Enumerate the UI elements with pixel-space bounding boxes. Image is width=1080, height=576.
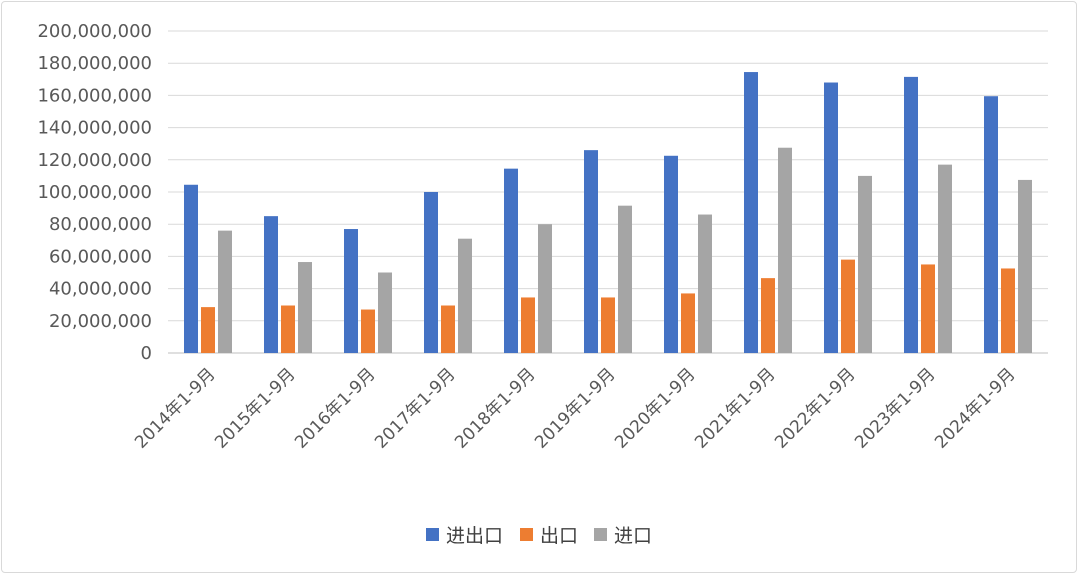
x-tick-label: 2019年1-9月 [531, 364, 619, 452]
y-tick-label: 160,000,000 [37, 85, 152, 106]
x-tick-label: 2018年1-9月 [451, 364, 539, 452]
bar-import [698, 214, 712, 353]
bar-import [298, 262, 312, 353]
x-tick-label: 2020年1-9月 [611, 364, 699, 452]
bar-total [264, 216, 278, 353]
bar-import [938, 164, 952, 353]
x-tick-label: 2023年1-9月 [851, 364, 939, 452]
bar-import [778, 147, 792, 353]
y-tick-label: 200,000,000 [37, 21, 152, 42]
x-tick-label: 2016年1-9月 [291, 364, 379, 452]
bar-import [458, 238, 472, 353]
bar-total [184, 184, 198, 353]
bar-export [361, 309, 375, 353]
bar-import [858, 175, 872, 353]
legend-label: 进口 [614, 525, 652, 547]
bar-total [584, 150, 598, 353]
bar-export [201, 307, 215, 353]
y-tick-label: 0 [141, 343, 152, 364]
bar-export [601, 297, 615, 353]
y-tick-label: 140,000,000 [37, 118, 152, 139]
legend-swatch [594, 528, 607, 541]
bar-export [441, 305, 455, 353]
bar-total [904, 76, 918, 353]
bar-total [824, 82, 838, 354]
bar-export [521, 297, 535, 353]
bar-total [504, 168, 518, 353]
legend-label: 进出口 [446, 525, 503, 547]
x-tick-label: 2024年1-9月 [931, 364, 1019, 452]
legend-swatch [426, 528, 439, 541]
y-tick-label: 20,000,000 [49, 311, 152, 332]
y-tick-label: 80,000,000 [49, 214, 152, 235]
y-tick-label: 40,000,000 [49, 279, 152, 300]
y-tick-label: 120,000,000 [37, 150, 152, 171]
bar-import [218, 230, 232, 353]
x-tick-label: 2017年1-9月 [371, 364, 459, 452]
x-tick-label: 2022年1-9月 [771, 364, 859, 452]
x-tick-label: 2021年1-9月 [691, 364, 779, 452]
bar-export [841, 259, 855, 353]
y-tick-label: 60,000,000 [49, 246, 152, 267]
bar-total [744, 72, 758, 354]
bar-total [984, 96, 998, 353]
bar-export [281, 305, 295, 353]
bar-export [921, 264, 935, 353]
bar-import [618, 205, 632, 353]
bar-export [681, 293, 695, 353]
bar-export [1001, 268, 1015, 353]
x-tick-label: 2014年1-9月 [131, 364, 219, 452]
x-tick-label: 2015年1-9月 [211, 364, 299, 452]
bar-export [761, 278, 775, 353]
y-tick-label: 100,000,000 [37, 182, 152, 203]
y-tick-label: 180,000,000 [37, 53, 152, 74]
bar-import [538, 224, 552, 353]
legend-label: 出口 [540, 525, 578, 547]
bar-import [378, 272, 392, 353]
legend-swatch [520, 528, 533, 541]
bar-total [664, 155, 678, 353]
bar-import [1018, 179, 1032, 353]
bar-total [424, 192, 438, 353]
bar-total [344, 229, 358, 353]
